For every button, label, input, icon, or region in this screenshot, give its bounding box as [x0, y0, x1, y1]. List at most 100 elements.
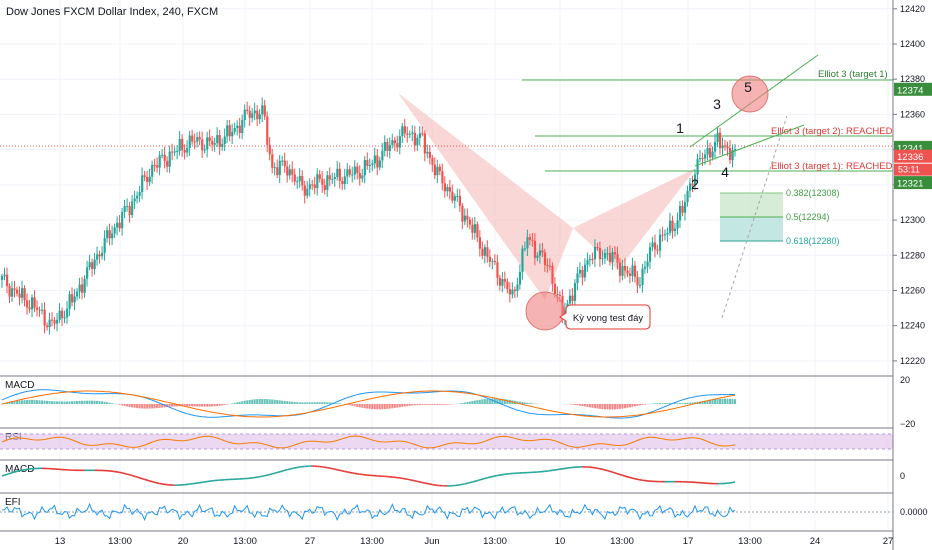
candle-body	[734, 149, 737, 151]
macd-bar	[423, 404, 426, 405]
price-axis[interactable]: 1242012400123801236012340123201230012280…	[892, 0, 932, 550]
macd2-segment	[414, 480, 418, 483]
macd-bar	[378, 404, 381, 410]
macd2-segment	[332, 467, 335, 470]
candle-body	[713, 141, 717, 152]
candle-body	[23, 288, 26, 301]
macd2-segment	[617, 472, 621, 476]
macd-bar	[26, 400, 29, 404]
macd-bar	[373, 404, 376, 410]
candle-body	[328, 175, 331, 180]
candle-body	[576, 273, 579, 284]
candle-body	[471, 224, 474, 233]
time-tick-label: 17	[683, 536, 694, 547]
macd2-segment	[412, 479, 415, 482]
candle-body	[33, 297, 36, 308]
macd-bar	[663, 403, 666, 404]
macd2-segment	[262, 474, 265, 478]
candle-body	[473, 224, 477, 233]
macd-bar	[688, 402, 691, 404]
wave-5-circle	[731, 75, 769, 113]
macd-bar	[156, 404, 159, 409]
macd-bar	[381, 404, 384, 410]
macd-bar	[243, 400, 246, 404]
candle-body	[16, 289, 19, 294]
fib-label-0382: 0.382(12308)	[786, 188, 840, 198]
candle-body	[216, 135, 219, 144]
candle-body	[256, 110, 259, 120]
macd-bar	[701, 401, 704, 404]
macd-bar	[476, 400, 479, 404]
macd-bar	[138, 404, 141, 409]
macd2-segment	[627, 476, 631, 479]
candle-body	[253, 110, 256, 114]
macd-bar	[83, 400, 86, 404]
macd-bar	[48, 401, 51, 404]
candle-body	[268, 144, 271, 155]
macd-bar	[131, 404, 134, 408]
macd-bar	[693, 402, 696, 404]
macd2-segment	[462, 483, 465, 486]
candle-body	[516, 284, 519, 291]
macd-bar	[571, 404, 574, 405]
candle-body	[321, 178, 324, 185]
macd2-segment	[269, 473, 273, 476]
macd-bar	[226, 404, 229, 405]
macd-bar	[133, 404, 136, 408]
candle-body	[363, 160, 366, 176]
macd-bar	[63, 401, 66, 404]
macd-bar	[98, 401, 101, 404]
time-axis[interactable]: 13 13:00 20 13:00 27 13:00 Jun 13:00 10 13:00 17 13…	[55, 536, 894, 547]
pane-axis-label: 0.0000	[900, 507, 928, 517]
macd-bar	[666, 403, 669, 404]
candle-body	[146, 176, 149, 183]
time-tick-label: 13:00	[233, 536, 257, 547]
macd-bar	[361, 404, 364, 408]
macd-bar	[181, 404, 184, 407]
candle-body	[26, 300, 29, 308]
countdown-bg	[894, 163, 932, 176]
macd2-segment	[344, 470, 348, 473]
macd2-segment	[604, 469, 608, 472]
candle-body	[423, 133, 426, 154]
macd-bar	[68, 401, 71, 404]
candle-body	[11, 288, 14, 297]
macd-bar	[418, 404, 421, 406]
candle-body	[311, 184, 314, 186]
candle-body	[271, 154, 274, 168]
candle-body	[671, 220, 674, 232]
pane-title: MACD	[5, 380, 34, 391]
macd-bar	[223, 404, 226, 406]
projection-line	[721, 115, 788, 319]
candle-body	[238, 125, 241, 134]
candle-body	[58, 310, 61, 320]
candle-body	[481, 248, 484, 256]
macd-bar	[261, 398, 264, 404]
candle-body	[658, 234, 662, 251]
macd-bar	[438, 404, 441, 405]
macd-bar	[616, 404, 619, 410]
macd-bar	[151, 404, 154, 409]
macd2-segment	[274, 471, 278, 474]
macd-bar	[636, 404, 639, 406]
macd-bar	[338, 403, 341, 404]
macd-bar	[676, 403, 679, 404]
candle-body	[498, 277, 502, 286]
candle-body	[266, 116, 269, 145]
candle-body	[126, 206, 129, 208]
macd-bar	[461, 402, 464, 404]
candle-body	[361, 175, 364, 179]
price-badge-target1-bg	[894, 82, 932, 96]
candle-body	[246, 109, 249, 111]
macd-bar	[706, 400, 709, 404]
macd2-segment	[16, 469, 20, 473]
macd-bar	[578, 404, 581, 406]
macd-bar	[76, 401, 79, 404]
macd-bar	[734, 399, 736, 404]
target-label-3: Elliot 3 (target 1): REACHED	[771, 161, 893, 172]
candle-body	[573, 283, 577, 301]
macd-bar	[283, 400, 286, 404]
candle-body	[151, 164, 154, 177]
candle-body	[201, 139, 204, 151]
